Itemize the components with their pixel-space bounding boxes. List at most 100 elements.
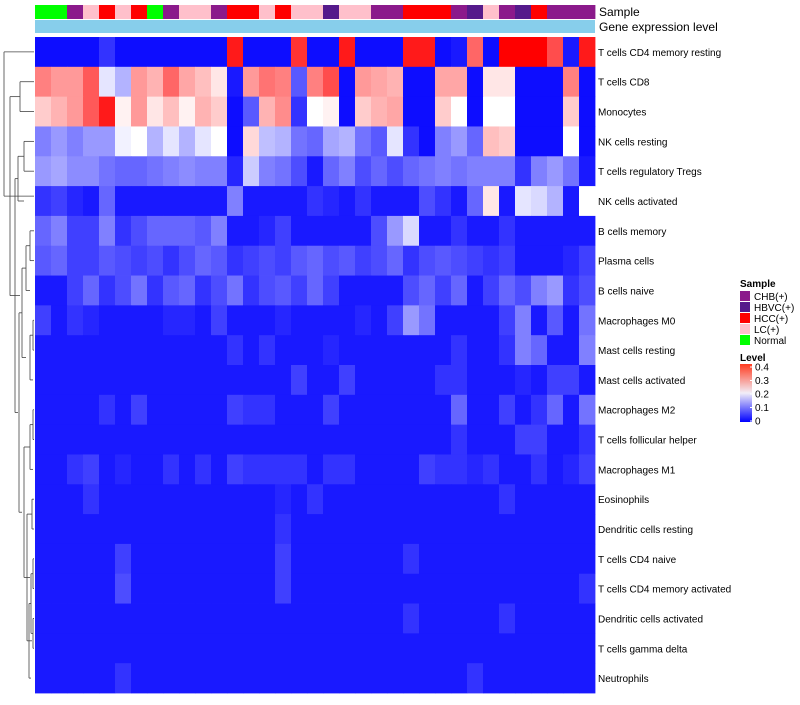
heatmap-cell [179,633,196,664]
heatmap-cell [547,543,564,575]
heatmap-cell [499,514,516,545]
heatmap-cell [579,633,596,664]
heatmap-cell [35,454,52,485]
heatmap-cell [307,543,324,575]
heatmap-cell [211,394,228,426]
heatmap-cell [403,245,420,276]
heatmap-cell [179,245,196,276]
heatmap-cell [547,305,564,336]
heatmap-cell [547,215,564,247]
heatmap-cell [259,365,276,396]
heatmap-cell [579,215,596,247]
heatmap-cell [419,514,436,545]
heatmap-cell [483,394,500,426]
heatmap-cell [99,394,116,426]
heatmap-cell [435,484,452,515]
heatmap-cell [467,186,484,217]
heatmap-cell [339,543,356,575]
row-label: T cells CD4 naive [598,555,677,566]
heatmap-cell [291,156,308,187]
heatmap-cell [115,245,132,276]
heatmap-cell [227,603,244,634]
heatmap-cell [451,37,468,68]
heatmap-cell [387,543,404,575]
heatmap-cell [99,484,116,515]
heatmap-cell [275,514,292,545]
heatmap-cell [163,603,180,634]
heatmap-cell [387,245,404,276]
heatmap-cell [371,66,388,98]
heatmap-cell [307,633,324,664]
heatmap-cell [339,573,356,604]
heatmap-cell [163,126,180,157]
heatmap-cell [51,335,68,366]
heatmap-cell [515,156,532,187]
heatmap-cell [371,305,388,336]
heatmap-cell [67,335,84,366]
heatmap-cell [451,215,468,247]
heatmap-cell [307,275,324,306]
heatmap-cell [579,573,596,604]
heatmap-cell [531,215,548,247]
heatmap-cell [67,245,84,276]
heatmap-cell [275,573,292,604]
heatmap-cell [195,394,212,426]
heatmap-cell [211,186,228,217]
heatmap-cell [435,215,452,247]
heatmap-cell [195,603,212,634]
heatmap-cell [35,424,52,455]
heatmap-cell [147,126,164,157]
heatmap-cell [323,365,340,396]
heatmap-cell [563,37,580,68]
heatmap-cell [515,573,532,604]
heatmap-cell [243,275,260,306]
heatmap-cell [323,245,340,276]
heatmap-cell [131,484,148,515]
heatmap-cell [371,663,388,694]
heatmap-cell [99,245,116,276]
heatmap-cell [211,305,228,336]
heatmap-cell [387,156,404,187]
level-colorbar [740,364,752,422]
heatmap-cell [387,186,404,217]
heatmap-cell [227,245,244,276]
heatmap-cell [323,126,340,157]
heatmap-cell [259,275,276,306]
heatmap-cell [531,275,548,306]
heatmap-cell [339,603,356,634]
heatmap-cell [115,603,132,634]
heatmap-cell [67,215,84,247]
sample-annotation-cell [339,5,356,19]
heatmap-cell [67,514,84,545]
sample-legend-swatch [740,313,750,323]
heatmap-cell [483,37,500,68]
heatmap-cell [147,603,164,634]
heatmap-cell [211,245,228,276]
heatmap-cell [467,543,484,575]
heatmap-cell [211,365,228,396]
heatmap-cell [499,215,516,247]
heatmap-cell [579,484,596,515]
heatmap-cell [51,603,68,634]
heatmap-cell [99,365,116,396]
heatmap-cell [195,365,212,396]
heatmap-cell [467,633,484,664]
row-label: Monocytes [598,108,646,119]
heatmap-cell [323,96,340,127]
heatmap-cell [211,663,228,694]
heatmap-cell [227,454,244,485]
heatmap-cell [483,215,500,247]
heatmap-cell [291,126,308,157]
heatmap-cell [371,484,388,515]
heatmap-cell [323,663,340,694]
heatmap-cell [387,514,404,545]
heatmap-cell [387,96,404,127]
heatmap-cell [483,543,500,575]
heatmap-cell [419,335,436,366]
heatmap-cell [547,66,564,98]
heatmap-cell [307,96,324,127]
heatmap-cell [67,424,84,455]
heatmap-cell [131,275,148,306]
heatmap-cell [579,126,596,157]
heatmap-cell [435,663,452,694]
